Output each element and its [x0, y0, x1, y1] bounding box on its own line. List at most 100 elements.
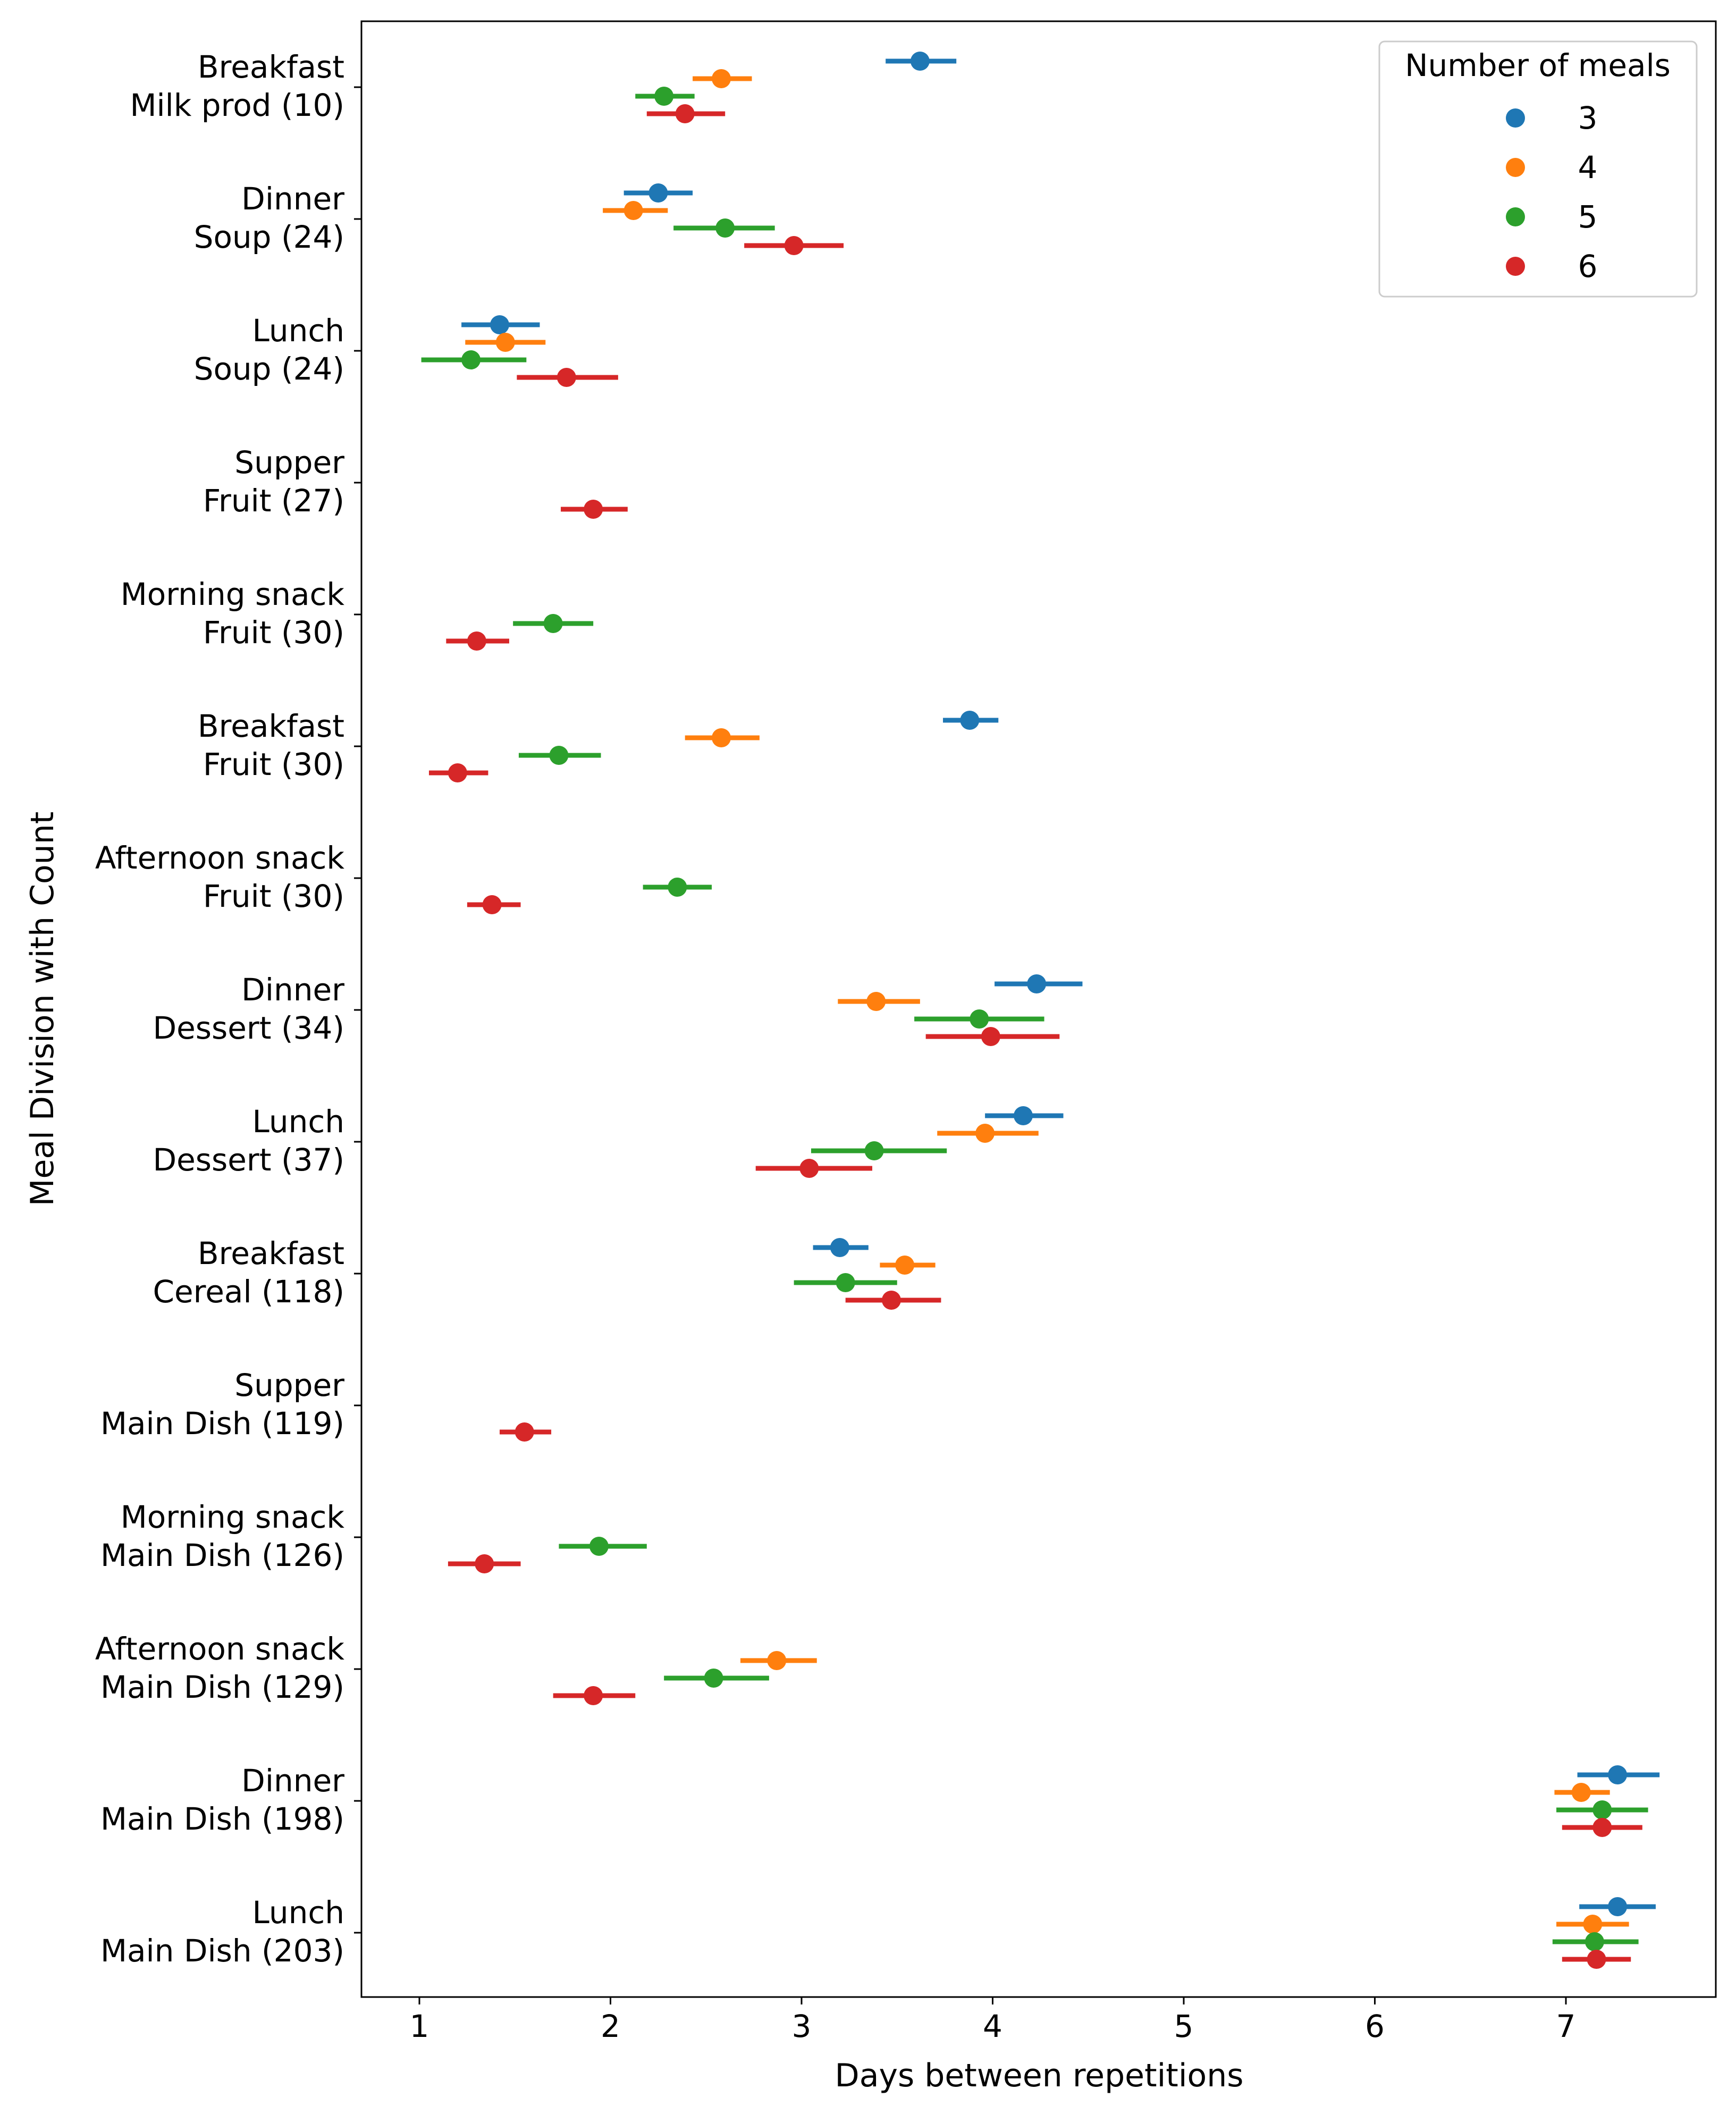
x-tick-label-5: 5: [1174, 2008, 1194, 2044]
y-tick-label-meal-dinner-main-dish-198: Dinner: [241, 1763, 344, 1799]
y-tick-label-item-lunch-main-dish-203: Main Dish (203): [100, 1933, 344, 1969]
point-dinner-soup-24-meals-3: [648, 183, 668, 203]
legend-label-5: 5: [1578, 199, 1598, 235]
point-afternoon-snack-main-dish-129-meals-6: [584, 1686, 603, 1705]
point-lunch-main-dish-203-meals-4: [1583, 1915, 1603, 1934]
point-afternoon-snack-main-dish-129-meals-4: [767, 1651, 787, 1670]
y-tick-label-meal-breakfast-fruit-30: Breakfast: [198, 708, 344, 744]
point-dinner-dessert-34-meals-5: [970, 1009, 989, 1029]
y-axis-label: Meal Division with Count: [24, 812, 61, 1207]
legend-marker-3: [1506, 108, 1525, 128]
point-breakfast-milk-prod-10-meals-5: [654, 87, 674, 106]
point-lunch-dessert-37-meals-4: [975, 1124, 995, 1143]
y-tick-label-meal-lunch-dessert-37: Lunch: [252, 1103, 344, 1140]
point-lunch-soup-24-meals-5: [461, 350, 481, 369]
legend-marker-4: [1506, 158, 1525, 177]
y-tick-label-item-breakfast-milk-prod-10: Milk prod (10): [130, 87, 344, 123]
point-afternoon-snack-main-dish-129-meals-5: [704, 1669, 723, 1688]
series-5: [421, 87, 1648, 1951]
y-tick-label-item-breakfast-cereal-118: Cereal (118): [153, 1274, 345, 1310]
y-tick-label-item-dinner-dessert-34: Dessert (34): [153, 1010, 344, 1046]
y-tick-label-item-supper-main-dish-119: Main Dish (119): [100, 1405, 344, 1442]
point-lunch-main-dish-203-meals-3: [1608, 1897, 1628, 1916]
y-tick-label-item-breakfast-fruit-30: Fruit (30): [203, 746, 344, 782]
x-tick-label-2: 2: [601, 2008, 620, 2044]
y-tick-label-item-morning-snack-main-dish-126: Main Dish (126): [100, 1537, 344, 1573]
y-tick-label-meal-lunch-main-dish-203: Lunch: [252, 1894, 344, 1931]
y-tick-label-item-lunch-dessert-37: Dessert (37): [153, 1142, 344, 1178]
point-lunch-soup-24-meals-3: [490, 315, 509, 334]
y-tick-label-item-supper-fruit-27: Fruit (27): [203, 483, 344, 519]
point-breakfast-milk-prod-10-meals-3: [910, 52, 930, 71]
y-tick-label-meal-morning-snack-fruit-30: Morning snack: [121, 576, 345, 612]
x-axis-label: Days between repetitions: [835, 2057, 1244, 2094]
point-lunch-soup-24-meals-4: [495, 333, 515, 352]
point-dinner-main-dish-198-meals-5: [1592, 1800, 1612, 1819]
y-tick-label-meal-breakfast-cereal-118: Breakfast: [198, 1235, 344, 1271]
point-dinner-dessert-34-meals-4: [866, 992, 886, 1011]
y-tick-label-meal-supper-fruit-27: Supper: [234, 444, 344, 481]
legend-title: Number of meals: [1405, 47, 1671, 83]
point-dinner-dessert-34-meals-6: [981, 1027, 1000, 1046]
point-morning-snack-fruit-30-meals-5: [543, 614, 563, 633]
legend-marker-5: [1506, 207, 1525, 226]
point-afternoon-snack-fruit-30-meals-6: [482, 895, 502, 914]
x-tick-label-7: 7: [1556, 2008, 1576, 2044]
point-breakfast-cereal-118-meals-3: [830, 1238, 849, 1257]
legend-label-3: 3: [1578, 100, 1598, 136]
legend-box: [1378, 40, 1698, 298]
point-morning-snack-fruit-30-meals-6: [467, 631, 486, 651]
y-tick-label-meal-afternoon-snack-fruit-30: Afternoon snack: [95, 840, 345, 876]
x-tick-label-3: 3: [792, 2008, 812, 2044]
point-breakfast-milk-prod-10-meals-6: [675, 104, 695, 123]
point-dinner-soup-24-meals-5: [715, 218, 735, 238]
point-breakfast-fruit-30-meals-4: [712, 728, 731, 747]
point-afternoon-snack-fruit-30-meals-5: [668, 878, 687, 897]
point-dinner-soup-24-meals-6: [784, 236, 804, 255]
point-supper-main-dish-119-meals-6: [515, 1422, 534, 1442]
y-tick-label-meal-dinner-dessert-34: Dinner: [241, 972, 344, 1008]
point-dinner-main-dish-198-meals-6: [1592, 1818, 1612, 1837]
point-breakfast-cereal-118-meals-5: [836, 1273, 855, 1292]
point-breakfast-fruit-30-meals-6: [448, 763, 467, 782]
point-morning-snack-main-dish-126-meals-6: [475, 1554, 494, 1573]
y-tick-label-item-lunch-soup-24: Soup (24): [194, 351, 344, 387]
series-4: [465, 69, 1629, 1934]
point-breakfast-cereal-118-meals-4: [895, 1256, 915, 1275]
point-lunch-main-dish-203-meals-5: [1585, 1932, 1604, 1951]
point-morning-snack-main-dish-126-meals-5: [589, 1537, 609, 1556]
y-tick-label-item-morning-snack-fruit-30: Fruit (30): [203, 614, 344, 651]
plot-frame: [360, 20, 1717, 1998]
y-tick-label-item-afternoon-snack-fruit-30: Fruit (30): [203, 878, 344, 914]
y-tick-label-meal-supper-main-dish-119: Supper: [234, 1367, 344, 1403]
x-tick-label-6: 6: [1365, 2008, 1385, 2044]
point-dinner-soup-24-meals-4: [623, 201, 643, 220]
x-tick-label-1: 1: [410, 2008, 429, 2044]
series-6: [428, 104, 1642, 1969]
legend: Number of meals 3 4 5 6: [1378, 40, 1698, 298]
point-lunch-dessert-37-meals-3: [1014, 1106, 1033, 1125]
y-tick-label-item-afternoon-snack-main-dish-129: Main Dish (129): [100, 1669, 344, 1705]
legend-label-6: 6: [1578, 248, 1598, 284]
point-dinner-main-dish-198-meals-3: [1608, 1765, 1628, 1784]
y-tick-label-meal-afternoon-snack-main-dish-129: Afternoon snack: [95, 1631, 345, 1667]
point-lunch-soup-24-meals-6: [557, 368, 576, 387]
point-breakfast-milk-prod-10-meals-4: [712, 69, 731, 88]
y-tick-label-item-dinner-soup-24: Soup (24): [194, 219, 344, 255]
legend-label-4: 4: [1578, 149, 1598, 186]
plot-area: [421, 52, 1660, 1969]
point-breakfast-fruit-30-meals-3: [960, 711, 980, 730]
point-lunch-dessert-37-meals-6: [799, 1159, 819, 1178]
point-supper-fruit-27-meals-6: [584, 500, 603, 519]
point-dinner-main-dish-198-meals-4: [1571, 1783, 1591, 1802]
series-3: [461, 52, 1660, 1916]
x-axis: 1 2 3 4 5 6 7: [410, 1997, 1576, 2044]
y-tick-label-meal-lunch-soup-24: Lunch: [252, 313, 344, 349]
y-tick-label-meal-breakfast-milk-prod-10: Breakfast: [198, 49, 344, 85]
y-tick-label-meal-morning-snack-main-dish-126: Morning snack: [121, 1499, 345, 1535]
point-lunch-main-dish-203-meals-6: [1587, 1950, 1606, 1969]
point-breakfast-cereal-118-meals-6: [881, 1291, 901, 1310]
y-tick-label-item-dinner-main-dish-198: Main Dish (198): [100, 1801, 344, 1837]
